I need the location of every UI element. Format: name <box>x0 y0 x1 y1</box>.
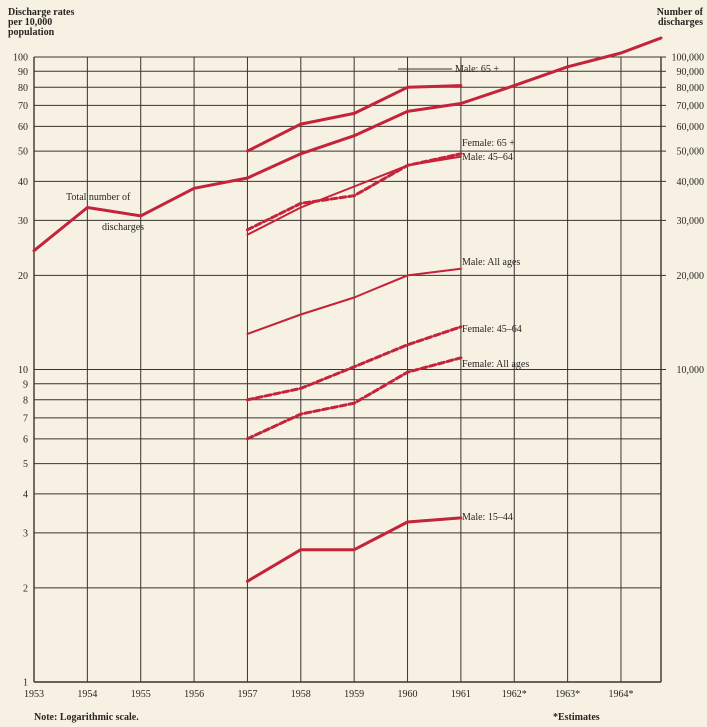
left-tick-label-7: 7 <box>23 413 28 424</box>
left-tick-label-30: 30 <box>18 216 28 227</box>
x-tick-label-1958: 1958 <box>291 689 311 700</box>
annotation-male-65: Male: 65 + <box>455 64 499 75</box>
right-tick-label-50000: 50,000 <box>677 147 705 158</box>
right-tick-label-10000: 10,000 <box>677 365 705 376</box>
left-tick-label-2: 2 <box>23 583 28 594</box>
x-tick-label-1957: 1957 <box>237 689 257 700</box>
x-tick-label-1953: 1953 <box>24 689 44 700</box>
log-scale-note: Note: Logarithmic scale. <box>34 712 139 723</box>
series-line-total-number-of-discharges <box>32 36 663 253</box>
estimates-note: *Estimates <box>553 712 600 723</box>
right-tick-label-80000: 80,000 <box>677 83 705 94</box>
right-axis-title: Number of discharges <box>657 8 703 28</box>
series-line-male-65 <box>245 84 463 153</box>
x-tick-label-1963-est: 1963* <box>555 689 580 700</box>
x-tick-label-1960: 1960 <box>398 689 418 700</box>
series-line-male-45-64 <box>246 155 462 236</box>
left-tick-label-3: 3 <box>23 528 28 539</box>
left-axis-title: Discharge rates per 10,000 population <box>8 8 74 38</box>
left-tick-label-50: 50 <box>18 147 28 158</box>
left-axis-title-line-1: Discharge rates <box>8 7 75 18</box>
series-line-male-all-ages <box>246 267 462 335</box>
left-tick-label-70: 70 <box>18 101 28 112</box>
left-tick-label-90: 90 <box>18 67 28 78</box>
right-tick-label-20000: 20,000 <box>677 271 705 282</box>
left-tick-label-5: 5 <box>23 459 28 470</box>
right-tick-label-90000: 90,000 <box>677 67 705 78</box>
x-tick-label-1956: 1956 <box>184 689 204 700</box>
right-tick-label-100000: 100,000 <box>672 53 705 64</box>
left-tick-label-6: 6 <box>23 434 28 445</box>
left-tick-label-20: 20 <box>18 271 28 282</box>
left-tick-label-4: 4 <box>23 489 28 500</box>
right-tick-label-30000: 30,000 <box>677 216 705 227</box>
x-tick-label-1954: 1954 <box>77 689 97 700</box>
left-axis-title-line-2: per 10,000 <box>8 17 53 28</box>
right-axis-title-line-1: Number of <box>656 7 703 18</box>
right-axis-title-line-2: discharges <box>658 17 703 28</box>
left-tick-label-1: 1 <box>23 678 28 689</box>
series-line-female-45-64 <box>245 325 463 402</box>
left-tick-label-9: 9 <box>23 379 28 390</box>
left-tick-label-8: 8 <box>23 395 28 406</box>
right-tick-label-60000: 60,000 <box>677 122 705 133</box>
annotation-discharges: discharges <box>102 222 144 233</box>
annotation-total-number-of: Total number of <box>66 192 131 203</box>
left-tick-label-10: 10 <box>18 365 28 376</box>
x-tick-label-1959: 1959 <box>344 689 364 700</box>
annotation-male-all-ages: Male: All ages <box>462 257 520 268</box>
left-tick-label-80: 80 <box>18 83 28 94</box>
series-line-female-all-ages <box>245 356 463 441</box>
annotation-male-15-44: Male: 15–44 <box>462 512 513 523</box>
x-tick-label-1962-est: 1962* <box>502 689 527 700</box>
annotation-male-45-64: Male: 45–64 <box>462 152 513 163</box>
left-tick-label-60: 60 <box>18 122 28 133</box>
x-tick-label-1964-est: 1964* <box>608 689 633 700</box>
right-tick-label-70000: 70,000 <box>677 101 705 112</box>
annotation-female-45-64: Female: 45–64 <box>462 324 522 335</box>
annotation-female-65: Female: 65 + <box>462 138 515 149</box>
x-tick-label-1961: 1961 <box>451 689 471 700</box>
left-tick-label-100: 100 <box>13 53 28 64</box>
x-tick-label-1955: 1955 <box>131 689 151 700</box>
left-tick-label-40: 40 <box>18 177 28 188</box>
right-tick-label-40000: 40,000 <box>677 177 705 188</box>
left-axis-title-line-3: population <box>8 27 55 38</box>
series-line-male-15-44 <box>245 516 463 583</box>
annotation-female-all-ages: Female: All ages <box>462 359 529 370</box>
